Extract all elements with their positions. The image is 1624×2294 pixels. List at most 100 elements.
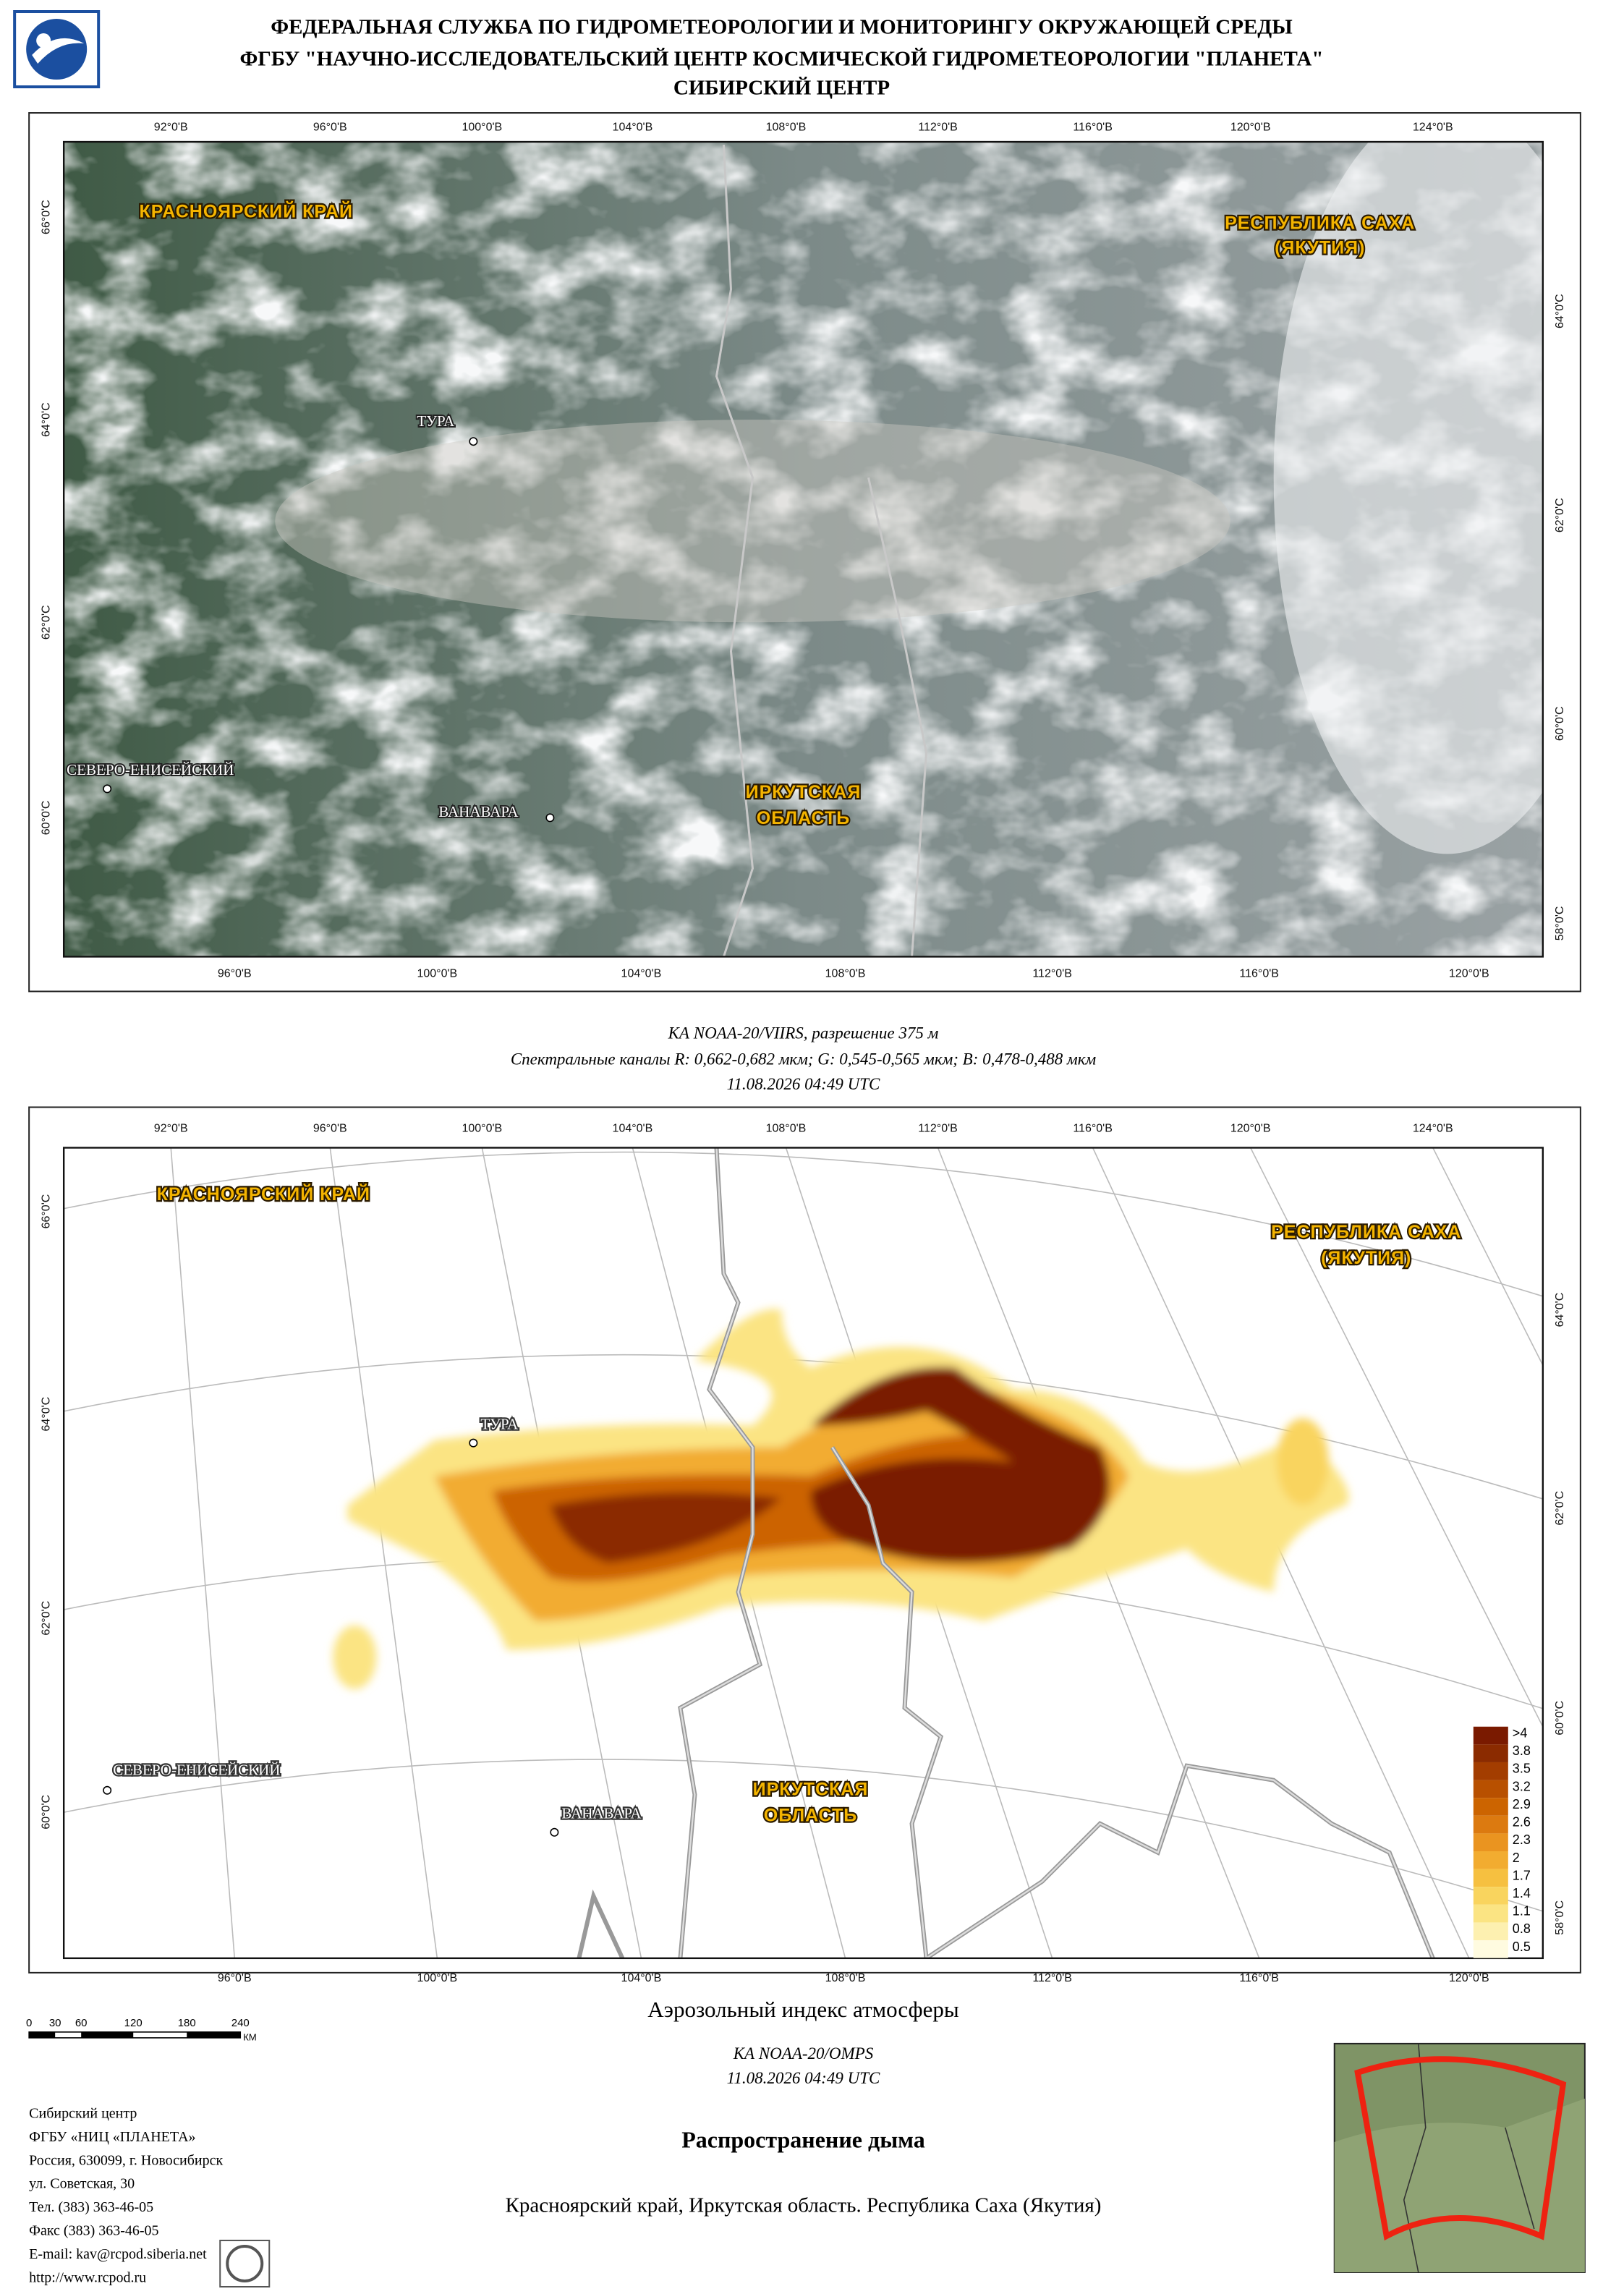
header-line: ФЕДЕРАЛЬНАЯ СЛУЖБА ПО ГИДРОМЕТЕОРОЛОГИИ … [271, 15, 1293, 39]
longitude-label: 124°0'В [1413, 1123, 1453, 1135]
longitude-label: 116°0'В [1239, 968, 1279, 980]
longitude-label: 96°0'В [218, 968, 252, 980]
legend-label: 3.2 [1513, 1779, 1531, 1793]
longitude-label: 112°0'В [1032, 1972, 1072, 1984]
contact-line: http://www.rcpod.ru [29, 2269, 146, 2285]
scale-label: 240 [231, 2017, 250, 2029]
longitude-label: 112°0'В [918, 1123, 958, 1135]
contact-line: E-mail: kav@rcpod.siberia.net [29, 2246, 207, 2262]
product-title: Аэрозольный индекс атмосферы [647, 1997, 959, 2022]
satellite-image [64, 142, 1543, 957]
longitude-label: 100°0'В [462, 1123, 502, 1135]
region-label: ОБЛАСТЬ [764, 1805, 857, 1825]
logo [13, 10, 101, 89]
scale-label: 120 [124, 2017, 143, 2029]
longitude-label: 100°0'В [417, 1972, 457, 1984]
scale-bar [28, 2031, 242, 2039]
latitude-label: 62°0'С [1554, 498, 1566, 532]
caption-line: 11.08.2026 04:49 UTC [727, 1075, 880, 1093]
city-marker [469, 1438, 478, 1448]
latitude-label: 64°0'С [40, 402, 52, 437]
longitude-label: 116°0'В [1239, 1972, 1279, 1984]
legend-label: 2 [1513, 1851, 1520, 1865]
region-label: ИРКУТСКАЯ [746, 782, 862, 802]
longitude-label: 104°0'В [621, 968, 662, 980]
legend-label: 2.6 [1513, 1815, 1531, 1830]
longitude-label: 104°0'В [613, 1123, 653, 1135]
contact-line: Россия, 630099, г. Новосибирск [29, 2152, 223, 2168]
city-label: СЕВЕРО-ЕНИСЕЙСКИЙ [67, 761, 234, 778]
region-label: РЕСПУБЛИКА САХА [1225, 213, 1415, 234]
longitude-label: 108°0'В [766, 121, 807, 133]
longitude-label: 104°0'В [621, 1972, 662, 1984]
longitude-label: 96°0'В [313, 1123, 347, 1135]
legend-label: >4 [1513, 1726, 1528, 1741]
inset-map [1333, 2042, 1586, 2273]
longitude-label: 100°0'В [462, 121, 502, 133]
scale-label: 30 [49, 2017, 61, 2029]
legend-label: 0.8 [1513, 1921, 1531, 1936]
longitude-label: 96°0'В [218, 1972, 252, 1984]
region-label: (ЯКУТИЯ) [1275, 238, 1365, 258]
city-label: СЕВЕРО-ЕНИСЕЙСКИЙ [113, 1762, 280, 1779]
header-line: СИБИРСКИЙ ЦЕНТР [673, 76, 890, 100]
region-label: РЕСПУБЛИКА САХА [1271, 1222, 1461, 1242]
longitude-label: 120°0'В [1230, 121, 1271, 133]
product-line: 11.08.2026 04:49 UTC [727, 2069, 880, 2087]
iso-logo [219, 2239, 271, 2287]
footer-title: Распространение дыма [681, 2126, 925, 2152]
caption-line: Спектральные каналы R: 0,662-0,682 мкм; … [511, 1050, 1097, 1069]
legend-label: 2.3 [1513, 1832, 1531, 1847]
longitude-label: 108°0'В [825, 968, 866, 980]
region-label: ОБЛАСТЬ [757, 808, 850, 828]
latitude-label: 64°0'С [1554, 1293, 1566, 1327]
map-border [62, 140, 1544, 958]
longitude-label: 120°0'В [1449, 968, 1489, 980]
latitude-label: 62°0'С [40, 605, 52, 640]
product-line: КА NOAA-20/OMPS [733, 2044, 874, 2063]
legend-label: 3.5 [1513, 1762, 1531, 1776]
latitude-label: 58°0'С [1554, 1900, 1566, 1935]
caption-line: КА NOAA-20/VIIRS, разрешение 375 м [668, 1024, 939, 1042]
contact-line: ФГБУ «НИЦ «ПЛАНЕТА» [29, 2129, 195, 2145]
legend-ramp [1473, 1726, 1508, 1958]
city-label: ТУРА [480, 1415, 519, 1432]
region-label: ИРКУТСКАЯ [753, 1779, 869, 1799]
longitude-label: 108°0'В [766, 1123, 807, 1135]
contact-line: Сибирский центр [29, 2106, 137, 2122]
scale-label: 60 [75, 2017, 88, 2029]
region-label: (ЯКУТИЯ) [1321, 1248, 1411, 1268]
longitude-label: 100°0'В [417, 968, 457, 980]
texts: ФЕДЕРАЛЬНАЯ СЛУЖБА ПО ГИДРОМЕТЕОРОЛОГИИ … [26, 15, 1566, 2286]
longitude-label: 92°0'В [154, 121, 188, 133]
longitude-label: 116°0'В [1073, 1123, 1113, 1135]
legend-label: 3.8 [1513, 1743, 1531, 1758]
scale-label: 0 [26, 2017, 32, 2029]
longitude-label: 120°0'В [1230, 1123, 1271, 1135]
latitude-label: 66°0'С [40, 1194, 52, 1229]
contact-line: Тел. (383) 363-46-05 [29, 2199, 153, 2215]
latitude-label: 58°0'С [1554, 906, 1566, 941]
city-label: ВАНАВАРА [438, 803, 519, 820]
longitude-label: 108°0'В [825, 1972, 866, 1984]
latitude-label: 60°0'С [1554, 1701, 1566, 1736]
latitude-label: 62°0'С [40, 1601, 52, 1636]
longitude-label: 124°0'В [1413, 121, 1453, 133]
city-label: ВАНАВАРА [561, 1805, 642, 1822]
latitude-label: 66°0'С [40, 200, 52, 234]
city-label: ТУРА [417, 412, 455, 430]
latitude-label: 60°0'С [1554, 706, 1566, 741]
longitude-label: 112°0'В [918, 121, 958, 133]
longitude-label: 96°0'В [313, 121, 347, 133]
legend-label: 2.9 [1513, 1797, 1531, 1811]
legend-label: 1.4 [1513, 1886, 1531, 1900]
region-label: КРАСНОЯРСКИЙ КРАЙ [140, 200, 353, 222]
header-line: ФГБУ "НАУЧНО-ИССЛЕДОВАТЕЛЬСКИЙ ЦЕНТР КОС… [239, 47, 1323, 71]
scale-unit: КМ [243, 2031, 256, 2042]
city-marker [103, 784, 112, 794]
region-label: КРАСНОЯРСКИЙ КРАЙ [157, 1183, 370, 1205]
scale-label: 180 [178, 2017, 196, 2029]
legend-label: 0.5 [1513, 1940, 1531, 1954]
contact-line: Факс (383) 363-46-05 [29, 2223, 158, 2239]
